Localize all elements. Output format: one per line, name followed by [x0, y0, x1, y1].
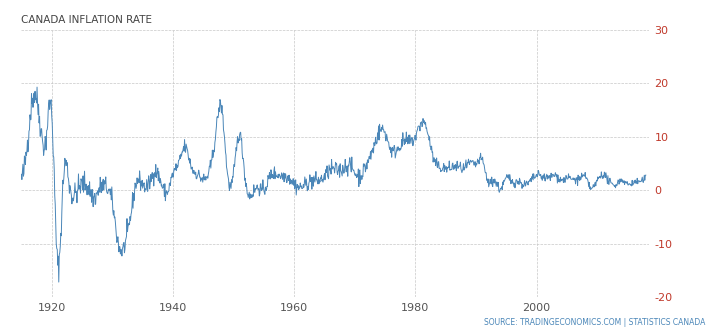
Text: CANADA INFLATION RATE: CANADA INFLATION RATE [21, 15, 153, 25]
Text: SOURCE: TRADINGECONOMICS.COM | STATISTICS CANADA: SOURCE: TRADINGECONOMICS.COM | STATISTIC… [485, 318, 706, 327]
